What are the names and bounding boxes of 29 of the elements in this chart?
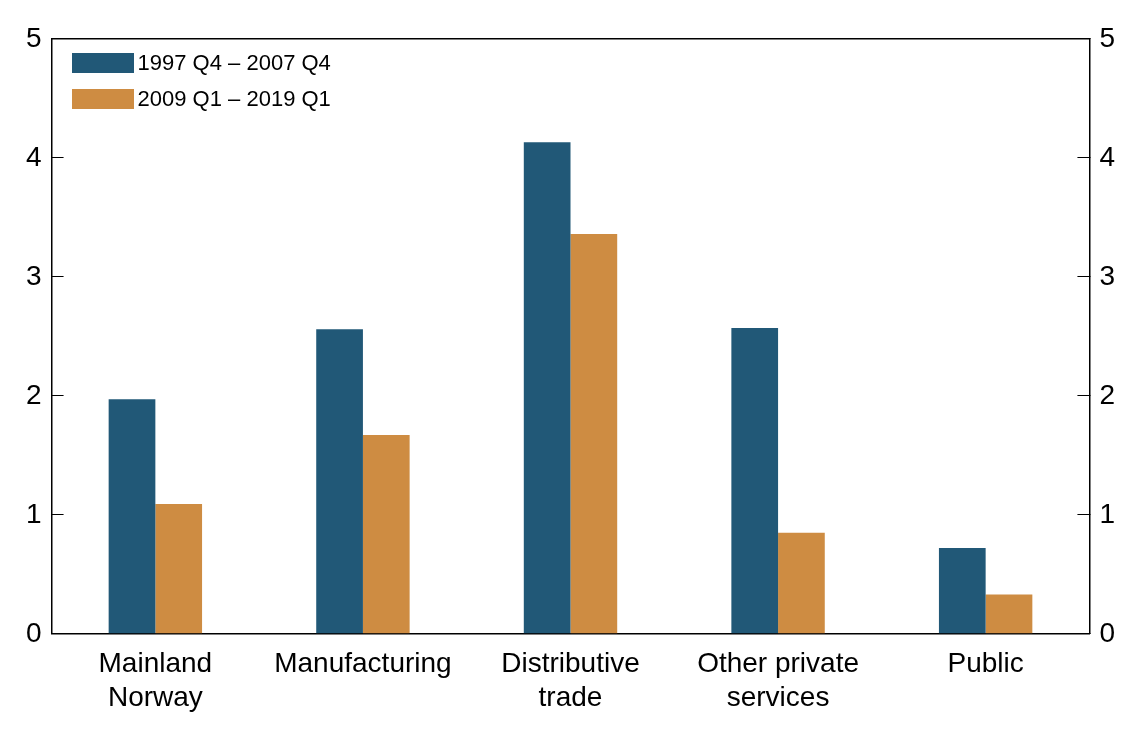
- bar: [523, 142, 571, 634]
- legend-label: 1997 Q4 – 2007 Q4: [137, 49, 331, 76]
- bar: [938, 548, 986, 634]
- bar: [155, 504, 203, 634]
- bar: [731, 327, 779, 634]
- bar: [778, 532, 825, 634]
- x-tick-label: Distributive trade: [501, 647, 640, 712]
- legend-label: 2009 Q1 – 2019 Q1: [137, 85, 331, 112]
- x-tick-label: Other private services: [697, 647, 859, 712]
- y2-tick-label: 2: [1099, 378, 1116, 410]
- y2-tick-label: 3: [1099, 259, 1116, 291]
- x-tick-label: Manufacturing: [274, 647, 452, 679]
- y-tick-label: 5: [25, 21, 42, 53]
- y2-tick-label: 1: [1099, 497, 1116, 529]
- y2-tick-label: 5: [1099, 21, 1116, 53]
- x-tick-label: Public: [947, 647, 1024, 679]
- bar: [108, 399, 156, 634]
- bar: [985, 594, 1033, 634]
- bar: [316, 329, 363, 634]
- y-tick-label: 1: [25, 497, 42, 529]
- bar: [570, 233, 618, 634]
- y2-tick-label: 4: [1099, 140, 1116, 172]
- y-tick-label: 4: [25, 140, 42, 172]
- x-tick-label: Mainland Norway: [98, 647, 213, 712]
- y2-tick-label: 0: [1099, 616, 1116, 648]
- y-tick-label: 3: [25, 259, 42, 291]
- y-tick-label: 0: [25, 616, 42, 648]
- y-tick-label: 2: [25, 378, 42, 410]
- bar: [362, 435, 410, 634]
